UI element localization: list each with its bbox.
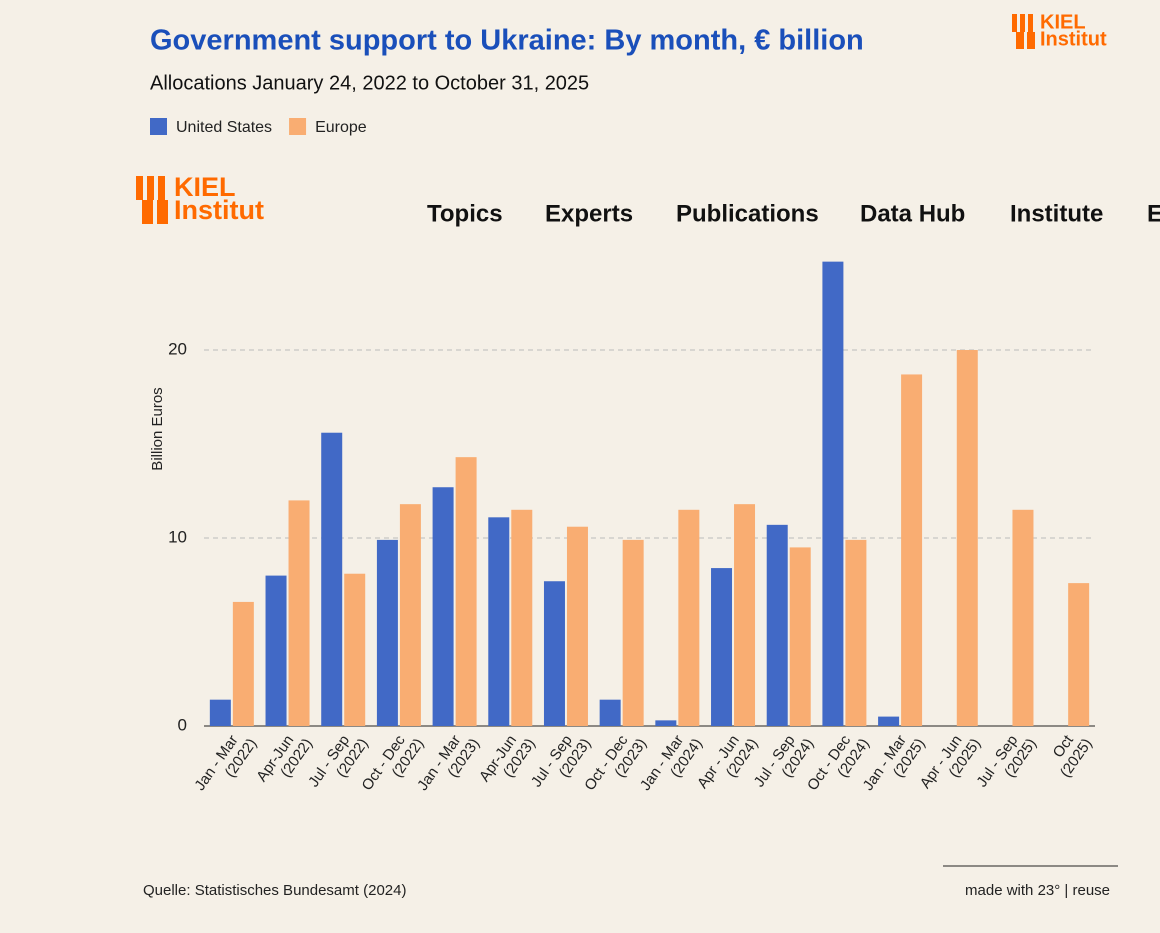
- x-tick-label: Oct(2025): [1043, 726, 1096, 781]
- bar: [599, 699, 621, 726]
- logo-text: KIEL: [174, 172, 236, 202]
- bar: [956, 350, 978, 726]
- y-tick-label: 20: [168, 339, 187, 358]
- bar: [789, 547, 811, 726]
- bar: [232, 601, 254, 726]
- credit[interactable]: made with 23° | reuse: [965, 882, 1110, 899]
- logo-text: Institut: [1040, 28, 1107, 50]
- bar: [734, 504, 756, 726]
- x-tick-label: Jul - Sep(2023): [528, 726, 595, 801]
- logo: KIEL Institut: [1012, 11, 1107, 50]
- bar: [344, 573, 366, 726]
- bar: [455, 457, 477, 726]
- logo-text: Institut: [174, 195, 264, 225]
- legend-label: United States: [176, 119, 272, 136]
- nav-item[interactable]: Experts: [545, 200, 633, 227]
- bar: [566, 526, 588, 726]
- bar: [622, 539, 644, 726]
- nav-item[interactable]: Topics: [427, 200, 503, 227]
- x-tick-label: Jan - Mar(2022): [191, 726, 260, 804]
- x-tick-label: Apr-Jun(2022): [253, 726, 316, 795]
- nav-item[interactable]: Publications: [676, 200, 819, 227]
- bar: [321, 432, 343, 726]
- bar: [766, 524, 788, 726]
- bar: [655, 720, 677, 726]
- nav-item[interactable]: E: [1147, 200, 1160, 227]
- x-tick-label: Jul - Sep(2024): [751, 726, 818, 801]
- logo-text: KIEL: [1040, 11, 1086, 33]
- bar: [901, 374, 923, 726]
- bar: [209, 699, 231, 726]
- x-tick-label: Jan - Mar(2025): [860, 726, 929, 804]
- x-tick-label: Jul - Sep(2025): [973, 726, 1040, 801]
- x-tick-label: Oct - Dec(2022): [358, 726, 427, 804]
- bar: [822, 261, 844, 726]
- bar: [288, 500, 310, 726]
- bar: [432, 487, 454, 726]
- bar: [265, 575, 287, 726]
- bar: [543, 581, 565, 726]
- legend-label: Europe: [315, 119, 367, 136]
- legend-swatch: [150, 118, 167, 135]
- y-tick-label: 0: [178, 715, 187, 734]
- bar: [488, 517, 510, 726]
- bar: [511, 509, 533, 726]
- legend-swatch: [289, 118, 307, 135]
- nav-item[interactable]: Data Hub: [860, 200, 965, 227]
- bar: [845, 539, 867, 726]
- x-tick-label: Apr - Jun(2025): [917, 726, 985, 802]
- chart-title: Government support to Ukraine: By month,…: [150, 25, 864, 57]
- bar: [711, 568, 733, 726]
- nav-item[interactable]: Institute: [1010, 200, 1103, 227]
- x-tick-label: Jul - Sep(2022): [305, 726, 372, 801]
- bar: [399, 504, 421, 726]
- logo: KIEL Institut: [136, 172, 264, 225]
- x-tick-label: Oct - Dec(2023): [581, 726, 650, 804]
- y-axis-label: Billion Euros: [149, 387, 166, 470]
- x-tick-label: Jan - Mar(2023): [414, 726, 483, 804]
- bar: [878, 716, 900, 726]
- source: Quelle: Statistisches Bundesamt (2024): [143, 882, 406, 899]
- bar: [678, 509, 700, 726]
- y-tick-label: 10: [168, 527, 187, 546]
- bar: [1068, 583, 1090, 726]
- x-tick-label: Apr - Jun(2024): [694, 726, 762, 802]
- x-tick-label: Oct - Dec(2024): [804, 726, 873, 804]
- bar: [376, 539, 398, 726]
- chart-subtitle: Allocations January 24, 2022 to October …: [150, 72, 589, 94]
- x-tick-label: Jan - Mar(2024): [637, 726, 706, 804]
- bar: [1012, 509, 1034, 726]
- x-tick-label: Apr-Jun(2023): [476, 726, 539, 795]
